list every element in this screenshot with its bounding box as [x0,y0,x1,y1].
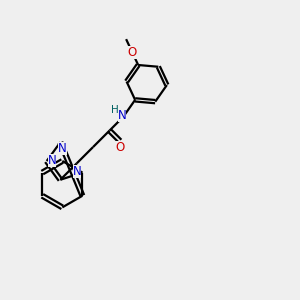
Text: N: N [48,154,56,167]
Text: N: N [118,109,126,122]
Text: H: H [111,105,119,116]
Text: O: O [128,46,137,59]
Text: O: O [116,140,125,154]
Text: N: N [73,165,81,178]
Text: N: N [58,142,67,155]
